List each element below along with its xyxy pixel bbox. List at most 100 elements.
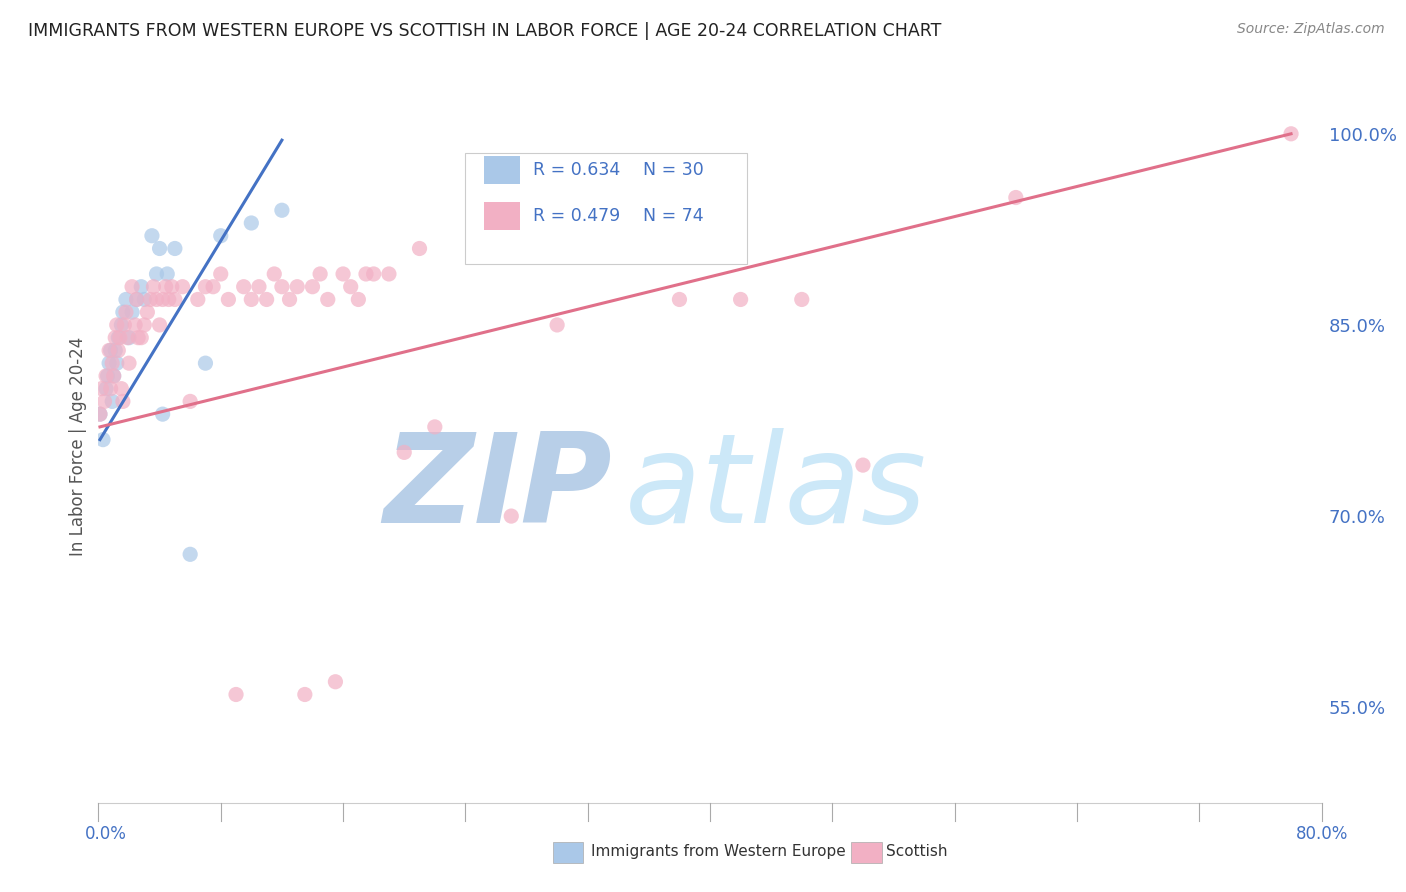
- FancyBboxPatch shape: [484, 155, 520, 184]
- Point: [152, 293, 174, 307]
- Point: [97, 368, 120, 383]
- Point: [118, 331, 141, 345]
- Point: [240, 293, 263, 307]
- Text: R = 0.634: R = 0.634: [533, 161, 620, 178]
- Point: [278, 293, 301, 307]
- Point: [105, 356, 128, 370]
- Point: [194, 356, 217, 370]
- Point: [100, 343, 122, 358]
- Point: [668, 293, 690, 307]
- Point: [156, 267, 179, 281]
- Point: [546, 318, 568, 332]
- Point: [332, 267, 354, 281]
- Point: [149, 318, 172, 332]
- Point: [103, 368, 125, 383]
- Point: [111, 305, 134, 319]
- Point: [121, 305, 143, 319]
- Point: [103, 368, 125, 383]
- Point: [179, 547, 201, 561]
- Point: [157, 293, 180, 307]
- Y-axis label: In Labor Force | Age 20-24: In Labor Force | Age 20-24: [69, 336, 87, 556]
- Point: [115, 293, 138, 307]
- Point: [117, 331, 139, 345]
- Point: [142, 279, 165, 293]
- Text: ZIP: ZIP: [384, 428, 612, 549]
- Text: atlas: atlas: [624, 428, 927, 549]
- Point: [232, 279, 254, 293]
- Point: [110, 318, 132, 332]
- Point: [378, 267, 401, 281]
- Point: [347, 293, 370, 307]
- Point: [108, 331, 131, 345]
- Point: [240, 216, 263, 230]
- Point: [730, 293, 752, 307]
- Point: [94, 382, 117, 396]
- Point: [172, 279, 194, 293]
- Point: [111, 394, 134, 409]
- Point: [339, 279, 361, 293]
- Point: [247, 279, 270, 293]
- Point: [301, 279, 323, 293]
- Point: [93, 394, 115, 409]
- Point: [98, 356, 121, 370]
- Point: [408, 242, 430, 256]
- Text: 0.0%: 0.0%: [84, 825, 127, 843]
- Text: IMMIGRANTS FROM WESTERN EUROPE VS SCOTTISH IN LABOR FORCE | AGE 20-24 CORRELATIO: IMMIGRANTS FROM WESTERN EUROPE VS SCOTTI…: [28, 22, 942, 40]
- Text: R = 0.479: R = 0.479: [533, 207, 620, 225]
- Point: [1279, 127, 1302, 141]
- Point: [125, 293, 148, 307]
- Point: [129, 279, 152, 293]
- Bar: [851, 842, 882, 863]
- Point: [202, 279, 225, 293]
- Point: [392, 445, 416, 459]
- Point: [134, 318, 156, 332]
- Point: [309, 267, 332, 281]
- Point: [104, 343, 127, 358]
- Point: [121, 279, 143, 293]
- Text: Source: ZipAtlas.com: Source: ZipAtlas.com: [1237, 22, 1385, 37]
- Point: [118, 356, 141, 370]
- FancyBboxPatch shape: [484, 202, 520, 230]
- Point: [152, 407, 174, 421]
- Point: [194, 279, 217, 293]
- Point: [325, 674, 347, 689]
- Point: [91, 433, 114, 447]
- Text: 80.0%: 80.0%: [1295, 825, 1348, 843]
- Point: [107, 343, 129, 358]
- Bar: [553, 842, 583, 863]
- Point: [270, 203, 292, 218]
- Point: [90, 382, 112, 396]
- Point: [363, 267, 385, 281]
- Point: [134, 293, 156, 307]
- Point: [187, 293, 209, 307]
- Point: [256, 293, 278, 307]
- FancyBboxPatch shape: [465, 153, 747, 264]
- Point: [607, 242, 630, 256]
- Point: [209, 228, 232, 243]
- Point: [1004, 190, 1026, 204]
- Point: [852, 458, 875, 472]
- Point: [110, 382, 132, 396]
- Point: [136, 305, 159, 319]
- Point: [155, 279, 177, 293]
- Point: [163, 242, 186, 256]
- Point: [98, 343, 121, 358]
- Point: [101, 394, 124, 409]
- Point: [100, 382, 122, 396]
- Point: [209, 267, 232, 281]
- Point: [89, 407, 111, 421]
- Point: [112, 318, 135, 332]
- Text: Scottish: Scottish: [886, 845, 948, 859]
- Point: [501, 509, 523, 524]
- Point: [470, 228, 492, 243]
- Point: [790, 293, 813, 307]
- Point: [107, 331, 129, 345]
- Point: [104, 331, 127, 345]
- Point: [145, 293, 167, 307]
- Point: [179, 394, 201, 409]
- Point: [225, 688, 247, 702]
- Point: [129, 331, 152, 345]
- Point: [160, 279, 183, 293]
- Text: N = 30: N = 30: [643, 161, 703, 178]
- Point: [423, 420, 446, 434]
